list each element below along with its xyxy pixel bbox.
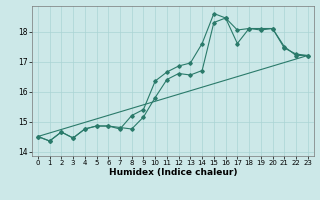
X-axis label: Humidex (Indice chaleur): Humidex (Indice chaleur) (108, 168, 237, 177)
